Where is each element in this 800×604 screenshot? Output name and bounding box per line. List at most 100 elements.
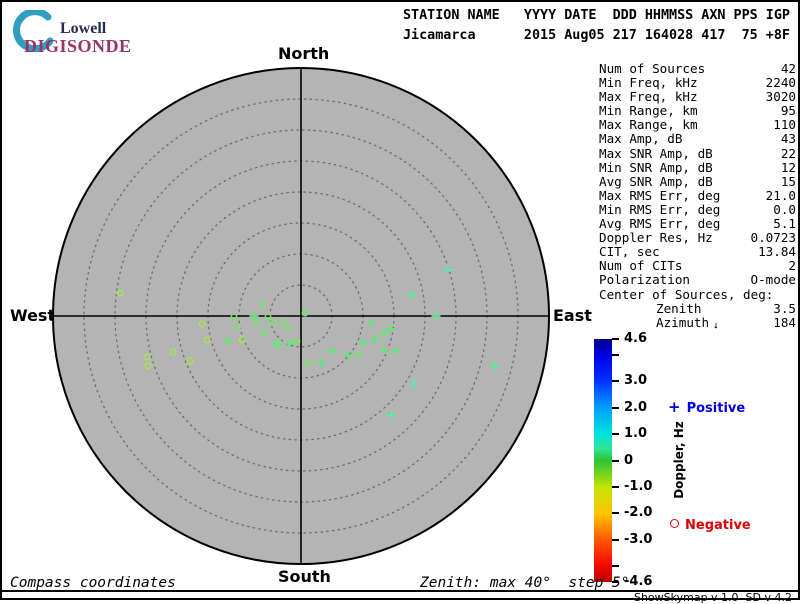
colorbar-tick-label: 1.0: [624, 425, 648, 441]
digisonde-crescent-icon: [13, 10, 54, 52]
stat-row: CIT, sec 13.84: [599, 245, 796, 259]
skymap-polar-chart: [52, 67, 550, 565]
circle-marker-icon: [670, 519, 679, 528]
source-point-negative: [169, 348, 177, 356]
stat-label: Doppler Res, Hz: [599, 230, 713, 246]
stat-row: Avg SNR Amp, dB 15: [599, 173, 796, 189]
doppler-colorbar: 4.6 3.0 2.0 1.0 0 -1.0 -2.0 -3.0 -4.6 Doppler, H…: [594, 331, 799, 589]
colorbar-tick: [612, 581, 619, 583]
stat-value: 21.0: [765, 187, 796, 203]
source-point-negative: [269, 319, 277, 327]
compass-label-south: South: [278, 567, 331, 586]
source-point-positive: [271, 339, 281, 349]
stat-row: Max SNR Amp, dB 22: [599, 145, 796, 161]
colorbar-tick-label: 4.6: [624, 330, 648, 346]
source-point-positive: [407, 290, 417, 300]
station-header-columns: STATION NAME YYYY DATE DDD HHMMSS AXN PP…: [403, 8, 790, 23]
source-point-positive: [285, 338, 295, 348]
source-point-positive: [379, 328, 389, 338]
stat-row: Min Range, km 95: [599, 104, 796, 118]
logo-digisonde-text: DIGISONDE: [24, 36, 132, 56]
stat-value: 184: [773, 314, 796, 330]
stat-value: 42: [780, 61, 796, 76]
source-point-negative: [264, 313, 272, 321]
stat-row: Polarization O-mode: [599, 273, 796, 287]
source-point-positive: [249, 311, 259, 321]
source-point-negative: [260, 329, 268, 337]
legend-negative: Negative: [670, 518, 751, 533]
station-header-values: Jicamarca 2015 Aug05 217 164028 417 75 +…: [403, 28, 790, 43]
stat-label: Min Range, km: [599, 103, 698, 119]
source-point-positive: [358, 338, 368, 348]
colorbar-tick-label: -3.0: [624, 531, 653, 547]
source-point-positive: [223, 336, 233, 346]
stat-value: 0.0: [773, 201, 796, 217]
stat-row: Max RMS Err, deg 21.0: [599, 187, 796, 203]
stat-value: 0.0723: [750, 230, 797, 246]
stat-label: Avg SNR Amp, dB: [599, 173, 713, 189]
source-point-negative: [284, 324, 292, 332]
stat-row: Min RMS Err, deg 0.0: [599, 201, 796, 217]
source-point-negative: [144, 362, 152, 370]
colorbar-tick: [612, 538, 619, 541]
azimuth-direction-icon: ↑: [712, 319, 720, 331]
stat-label: Avg RMS Err, deg: [599, 216, 721, 232]
footnote-zenith-scale: Zenith: max 40° step 5°: [420, 575, 630, 591]
source-point-negative: [230, 313, 238, 321]
source-point-positive: [327, 346, 337, 356]
plus-marker-icon: +: [668, 398, 681, 416]
source-point-positive: [431, 311, 441, 321]
stat-label: Polarization: [599, 272, 690, 288]
stat-value: 5.1: [773, 216, 796, 232]
stat-label: Max RMS Err, deg: [599, 187, 721, 203]
colorbar-tick: [612, 459, 619, 462]
source-point-negative: [186, 357, 194, 365]
legend-negative-label: Negative: [685, 518, 751, 533]
stat-label: Center of Sources, deg:: [599, 286, 774, 302]
source-point-positive: [391, 346, 401, 356]
stat-value: 13.84: [758, 244, 796, 260]
stat-value: 12: [780, 159, 796, 175]
stat-row: Min SNR Amp, dB 12: [599, 159, 796, 175]
source-point-positive: [366, 318, 376, 328]
compass-label-east: East: [553, 306, 592, 325]
skymap-plot: [51, 66, 551, 566]
colorbar-tick: [612, 485, 619, 488]
colorbar-tick: [612, 338, 619, 340]
colorbar-tick-label: 3.0: [624, 373, 648, 389]
source-point-positive: [386, 324, 396, 334]
stat-label: Max Range, km: [599, 117, 698, 133]
source-point-negative: [143, 353, 151, 361]
legend-positive: + Positive: [668, 398, 745, 416]
source-point-negative: [233, 323, 241, 331]
source-point-positive: [343, 350, 353, 360]
colorbar-tick-label: -4.6: [624, 573, 653, 589]
stat-value: 22: [780, 145, 796, 161]
digisonde-logo: Lowell DIGISONDE: [12, 8, 162, 56]
source-point-negative: [252, 318, 260, 326]
colorbar-tick: [612, 433, 619, 436]
stat-value: O-mode: [750, 272, 797, 288]
stat-label: Zenith: [656, 300, 702, 316]
colorbar-tick-label: 0: [624, 452, 634, 468]
stat-label: Min Freq, kHz: [599, 75, 698, 91]
source-point-negative: [238, 336, 246, 344]
stat-value: 3.5: [773, 300, 796, 316]
stat-label: Max Amp, dB: [599, 131, 683, 147]
source-point-positive: [370, 334, 380, 344]
source-point-positive: [490, 361, 500, 371]
colorbar-tick-label: 2.0: [624, 399, 648, 415]
stat-row: Center of Sources, deg:: [599, 286, 796, 302]
stat-row: Avg RMS Err, deg 5.1: [599, 216, 796, 232]
stat-row: Max Freq, kHz 3020: [599, 90, 796, 104]
stat-label: Num of Sources: [599, 61, 706, 76]
source-point-positive: [379, 345, 389, 355]
stat-row: Doppler Res, Hz 0.0723: [599, 231, 796, 245]
colorbar-title: Doppler, Hz: [671, 421, 686, 499]
stats-panel: Num of Sources 42 Min Freq, kHz 2240 Max Fre…: [599, 61, 796, 332]
footnote-version: ShowSkymap v 1.0 SD v 4.2: [633, 591, 792, 604]
stat-row: Num of Sources 42: [599, 61, 796, 76]
stat-row: Azimuth ↑ 184: [599, 314, 796, 332]
stat-value: 110: [773, 117, 796, 133]
